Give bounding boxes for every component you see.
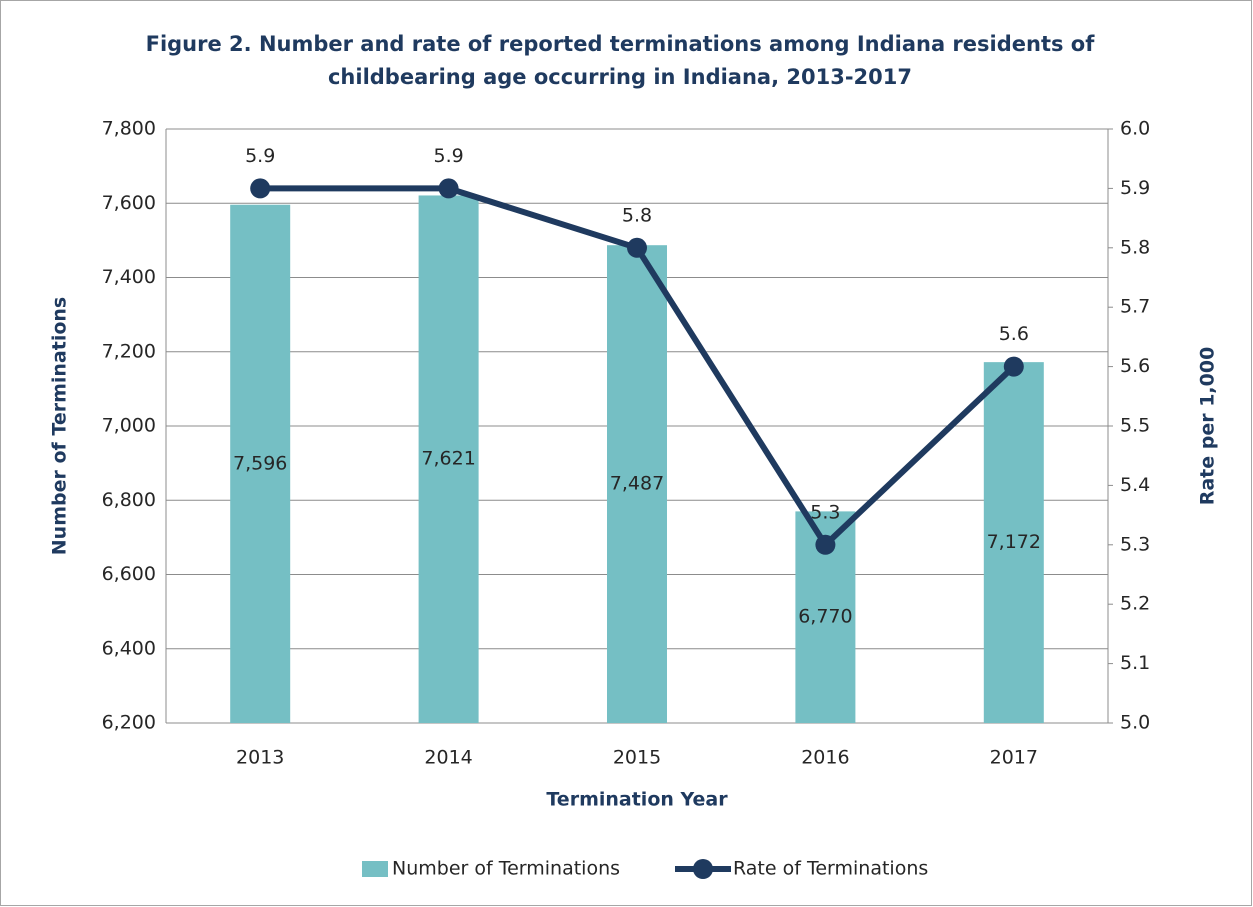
line-point bbox=[815, 534, 836, 555]
y2-tick-label: 5.0 bbox=[1120, 712, 1150, 734]
legend-swatch bbox=[362, 861, 388, 877]
line-value-label: 5.9 bbox=[245, 145, 275, 167]
x-tick-label: 2014 bbox=[424, 747, 472, 769]
line-value-label: 5.3 bbox=[810, 501, 840, 523]
y2-tick-label: 5.1 bbox=[1120, 652, 1150, 674]
bar bbox=[230, 204, 291, 724]
y2-tick-label: 5.5 bbox=[1120, 415, 1150, 437]
y2-tick-label: 5.7 bbox=[1120, 296, 1150, 318]
y2-tick-label: 5.6 bbox=[1120, 355, 1150, 377]
y-tick-label: 7,200 bbox=[102, 340, 156, 362]
bar-value-label: 6,770 bbox=[798, 606, 852, 628]
y-tick-label: 6,600 bbox=[102, 563, 156, 585]
bar-value-label: 7,621 bbox=[421, 448, 475, 470]
y-tick-label: 7,800 bbox=[102, 118, 156, 140]
y-axis-title: Number of Terminations bbox=[49, 297, 71, 555]
y2-tick-label: 5.8 bbox=[1120, 236, 1150, 258]
line-point bbox=[250, 178, 271, 199]
y-tick-label: 7,000 bbox=[102, 415, 156, 437]
y-tick-label: 6,400 bbox=[102, 637, 156, 659]
y-tick-label: 7,400 bbox=[102, 266, 156, 288]
y2-tick-label: 6.0 bbox=[1120, 118, 1150, 140]
y2-tick-label: 5.9 bbox=[1120, 177, 1150, 199]
bar bbox=[607, 245, 667, 724]
legend-label: Number of Terminations bbox=[392, 858, 620, 880]
line-point bbox=[1003, 356, 1024, 377]
x-tick-label: 2013 bbox=[236, 747, 284, 769]
line-point bbox=[438, 178, 459, 199]
line-point bbox=[627, 237, 647, 258]
y-tick-label: 7,600 bbox=[102, 192, 156, 214]
y2-axis-title: Rate per 1,000 bbox=[1197, 347, 1219, 506]
line-value-label: 5.6 bbox=[999, 323, 1029, 345]
x-tick-label: 2017 bbox=[990, 747, 1038, 769]
chart-title: Figure 2. Number and rate of reported te… bbox=[145, 32, 1095, 89]
y2-tick-label: 5.3 bbox=[1120, 533, 1150, 555]
bar-value-label: 7,596 bbox=[233, 452, 287, 474]
bar-value-label: 7,172 bbox=[987, 531, 1041, 553]
x-axis-title: Termination Year bbox=[546, 789, 728, 811]
line-value-label: 5.9 bbox=[433, 145, 463, 167]
y-tick-label: 6,800 bbox=[102, 489, 156, 511]
legend-label: Rate of Terminations bbox=[733, 858, 928, 880]
x-tick-label: 2016 bbox=[801, 747, 849, 769]
line-value-label: 5.8 bbox=[622, 204, 652, 226]
y2-tick-label: 5.4 bbox=[1120, 474, 1150, 496]
title-box: Figure 2. Number and rate of reported te… bbox=[145, 32, 1095, 89]
y-tick-label: 6,200 bbox=[102, 712, 156, 734]
bar bbox=[418, 195, 479, 724]
bar bbox=[983, 362, 1044, 723]
x-tick-label: 2015 bbox=[613, 747, 661, 769]
bar-value-label: 7,487 bbox=[610, 473, 664, 495]
y2-tick-label: 5.2 bbox=[1120, 593, 1150, 615]
legend-marker bbox=[693, 859, 713, 879]
